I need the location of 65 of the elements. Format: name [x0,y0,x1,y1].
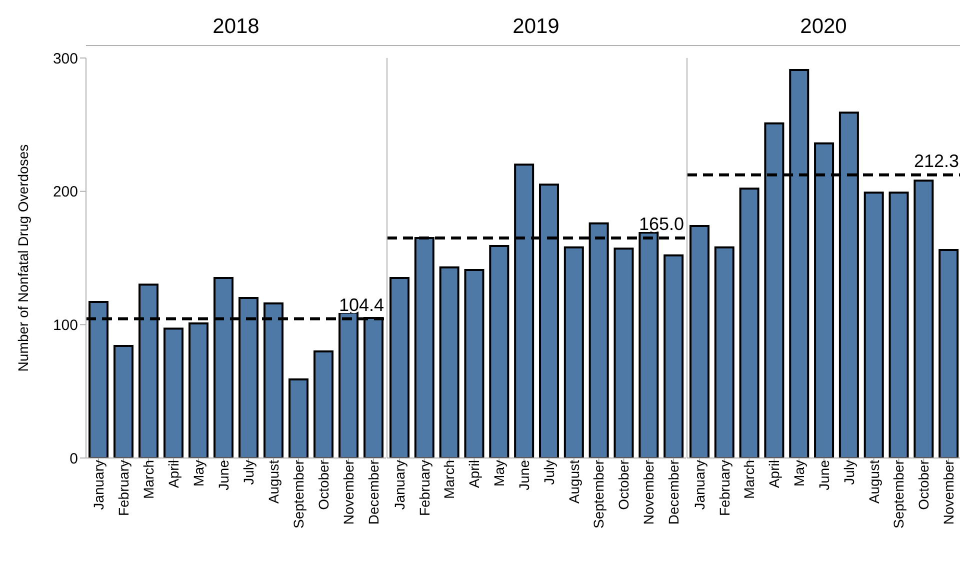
bar [114,345,134,458]
bar [914,180,934,458]
x-tick-label: December [665,460,682,525]
x-tick-label: June [816,460,832,490]
x-tick-label: September [290,460,306,528]
x-tick-label: October [616,460,632,510]
bar [188,322,208,458]
bar [564,246,584,458]
bar [714,246,734,458]
y-tick-label: 0 [70,450,78,468]
x-tick-label: January [691,460,708,510]
bar [164,328,184,458]
ref-line-label: 212.3 [914,150,959,171]
x-tick-label: April [165,460,182,488]
x-tick-label: May [791,460,808,486]
x-tick-label: March [140,460,156,499]
y-tick-label: 100 [52,316,78,334]
x-tick-label: May [491,460,508,486]
x-tick-label: June [215,460,232,490]
bar [689,225,710,458]
x-tick-label: November [340,460,356,525]
bar [489,245,510,458]
x-tick-label: June [516,460,532,490]
y-axis-title: Number of Nonfatal Drug Overdoses [14,144,31,372]
bar [888,192,909,458]
bar [464,269,484,458]
x-tick-label: October [315,460,332,510]
x-tick-label: February [115,460,132,516]
bar [614,248,634,458]
x-tick-label: July [240,460,256,485]
x-tick-label: April [766,460,782,488]
chart-title: 2019 [386,8,686,46]
x-tick-label: February [416,460,432,516]
x-tick-label: October [916,460,932,510]
y-tick-label: 300 [52,50,78,68]
bar [938,249,959,458]
x-tick-label: July [540,460,557,485]
chart-title: 2020 [686,8,960,46]
x-tick-label: August [566,460,582,504]
bar [864,192,884,458]
bar [288,378,308,458]
x-tick-label: July [840,460,857,485]
x-tick-label: January [90,460,106,510]
x-tick-label: August [866,460,882,504]
bar [739,188,760,458]
ref-line-label: 165.0 [638,214,684,234]
x-tick-label: April [466,460,482,488]
chart-title: 2018 [86,8,386,46]
x-tick-label: February [716,460,732,516]
x-tick-label: January [391,460,408,510]
bar [389,277,410,458]
bar [314,350,334,458]
ref-line-label: 104.4 [338,294,384,315]
x-tick-label: March [741,460,758,499]
x-tick-label: November [940,460,956,525]
bar [664,254,684,458]
x-tick-label: May [190,460,206,486]
x-tick-label: November [640,460,657,525]
x-tick-label: December [365,460,382,525]
x-tick-label: August [265,460,282,504]
y-tick-label: 200 [52,184,78,201]
x-tick-label: March [441,460,458,499]
x-tick-label: September [890,460,907,528]
bar [439,266,460,458]
x-tick-label: September [590,460,607,528]
